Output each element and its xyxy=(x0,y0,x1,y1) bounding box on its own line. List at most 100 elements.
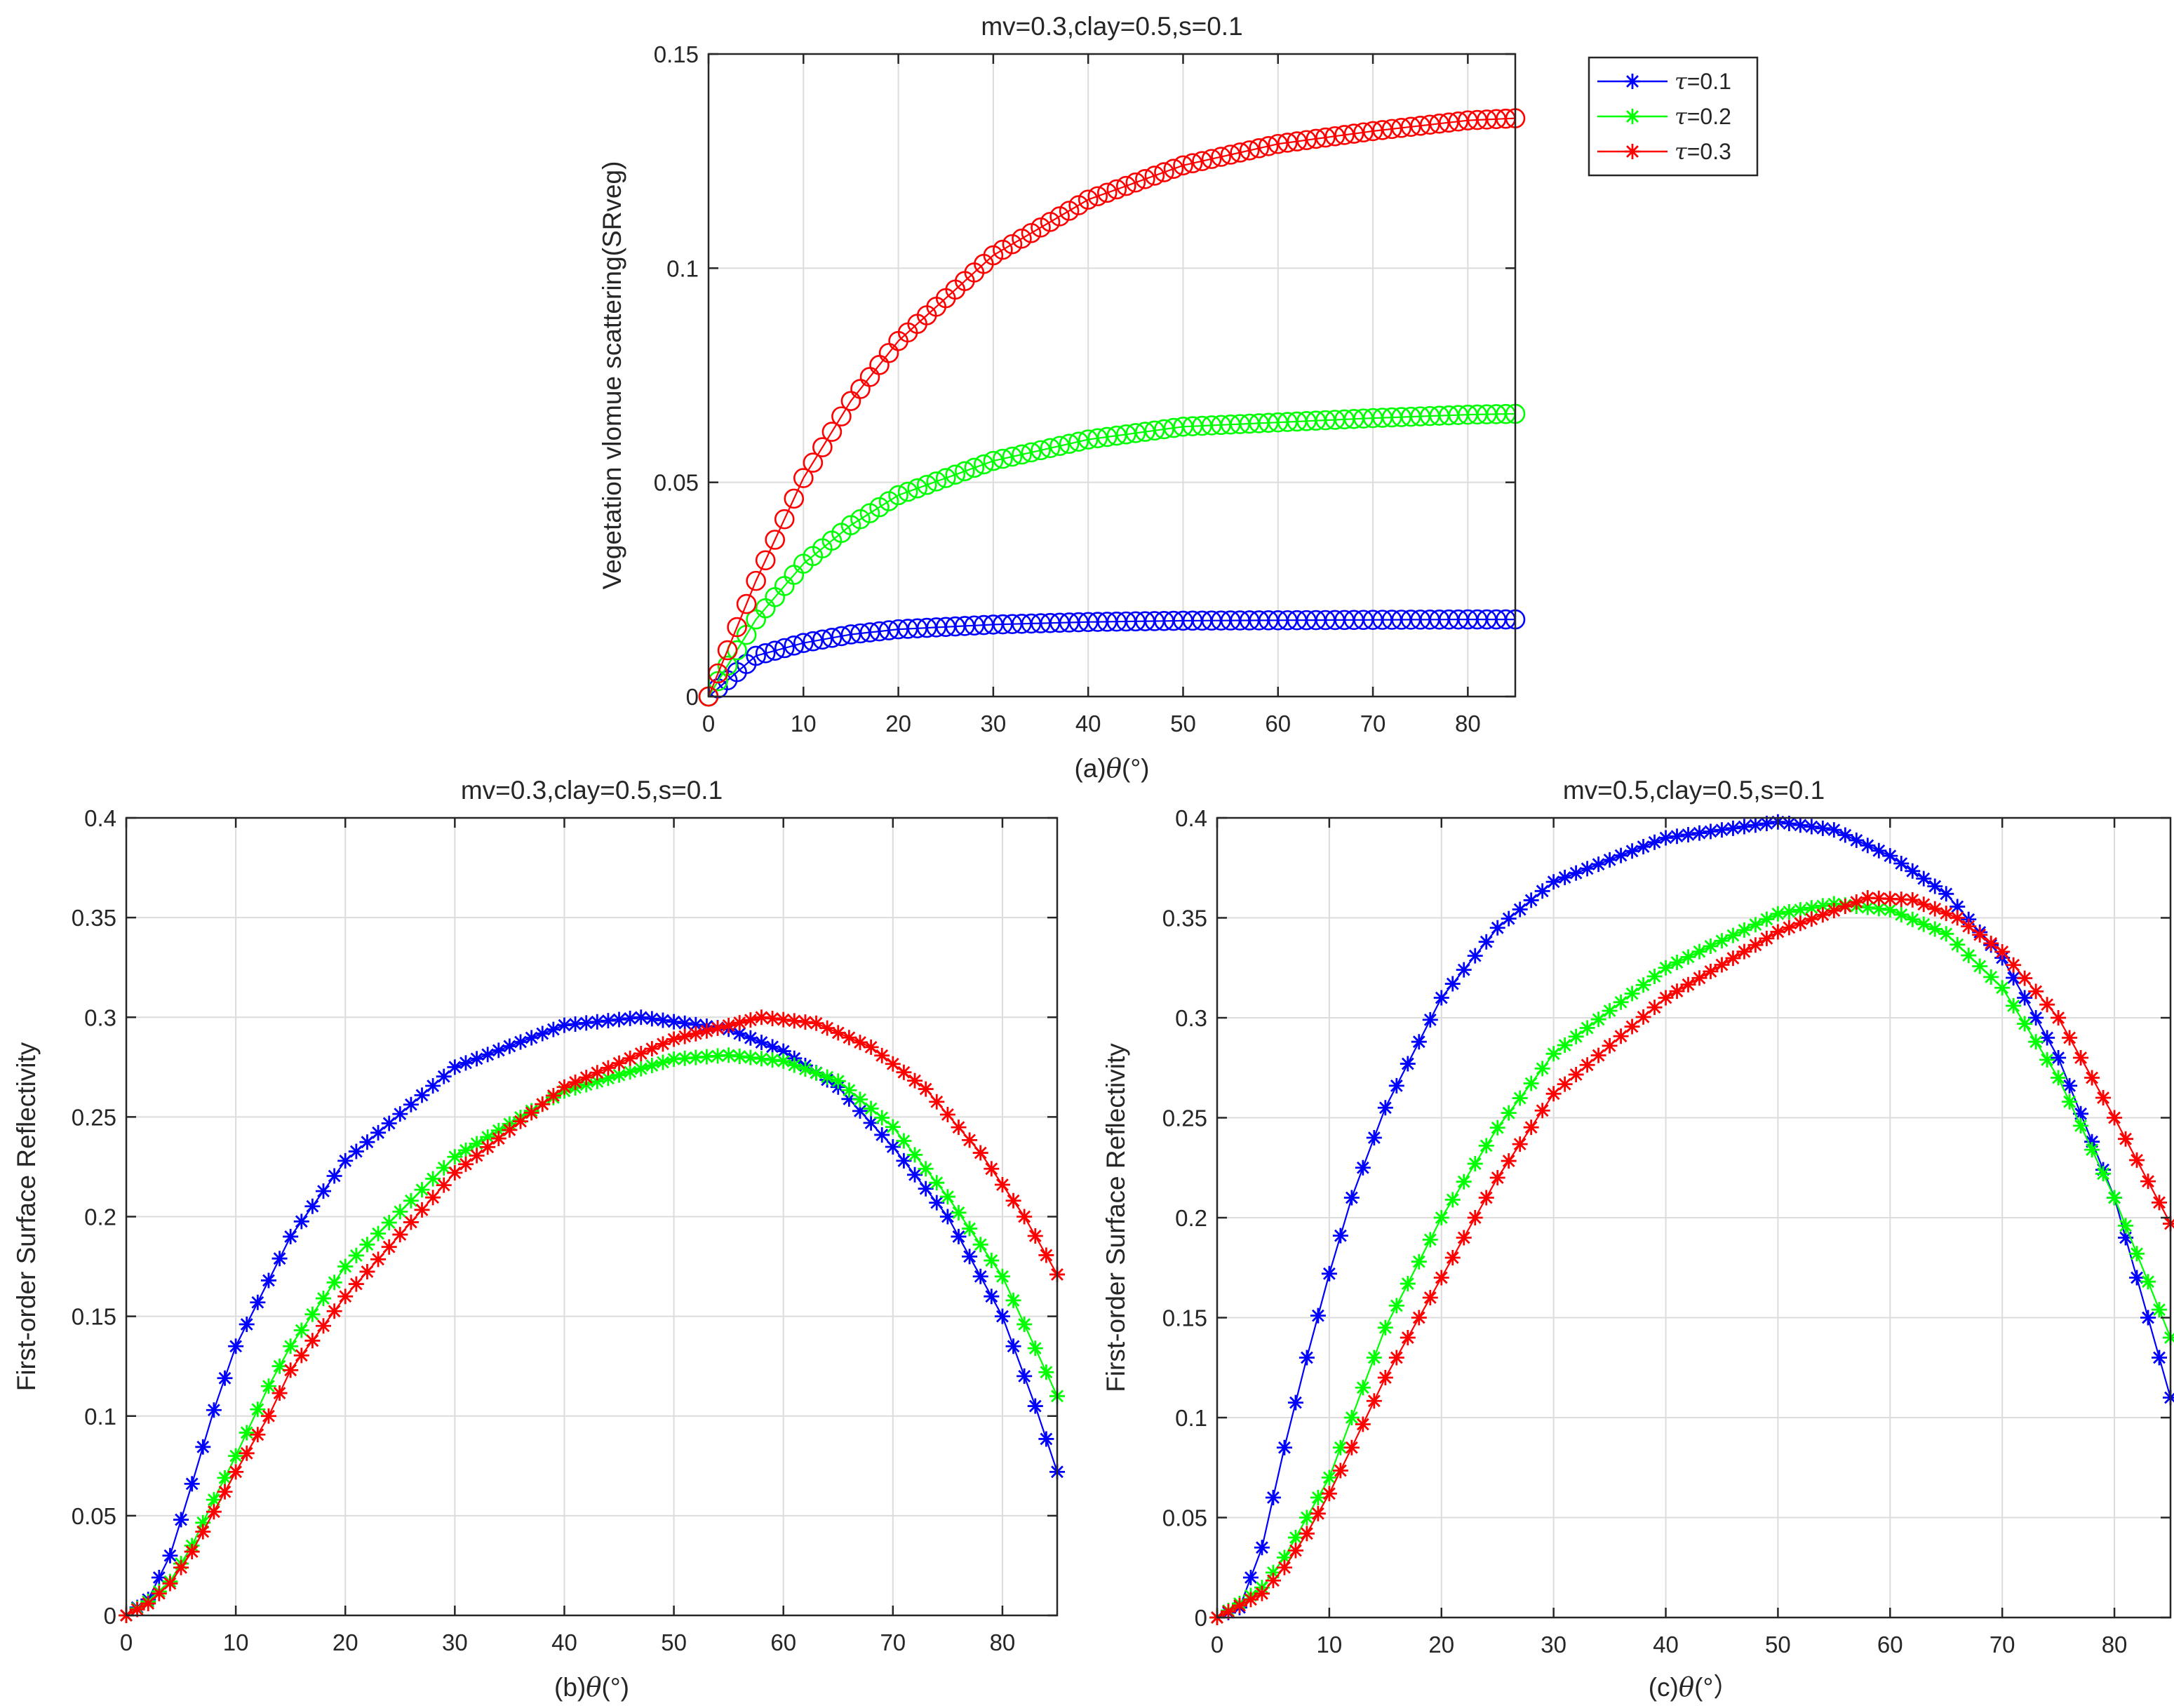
data-point xyxy=(1306,128,1327,149)
y-tick-label: 0.3 xyxy=(1175,1005,1207,1031)
data-point xyxy=(2118,1218,2134,1234)
data-point xyxy=(1714,822,1730,838)
x-axis-label-suffix: (°） xyxy=(1694,1673,1739,1702)
data-point xyxy=(447,1149,463,1165)
data-point xyxy=(1265,1564,1281,1580)
x-tick-label: 80 xyxy=(2102,1632,2128,1657)
data-point xyxy=(381,1239,397,1255)
data-point xyxy=(850,623,871,644)
x-tick-label: 10 xyxy=(223,1629,249,1655)
data-point xyxy=(2140,1174,2156,1190)
data-point xyxy=(1759,911,1775,927)
data-point xyxy=(392,1227,408,1243)
data-point xyxy=(869,621,890,642)
data-point xyxy=(1467,1156,1483,1172)
x-tick-label: 70 xyxy=(1360,711,1386,737)
data-point xyxy=(699,1023,715,1039)
data-point xyxy=(1905,911,1921,927)
data-point xyxy=(1624,843,1640,859)
data-point xyxy=(2039,1030,2055,1046)
data-point xyxy=(1276,1549,1292,1566)
data-point xyxy=(1579,1020,1595,1036)
data-point xyxy=(633,1061,649,1077)
data-point xyxy=(687,1026,704,1042)
data-point xyxy=(162,1575,178,1592)
data-point xyxy=(2006,997,2022,1014)
data-point xyxy=(1377,1100,1393,1116)
data-point xyxy=(425,1171,441,1187)
data-point xyxy=(184,1544,200,1560)
data-point xyxy=(774,509,795,530)
data-point xyxy=(217,1370,233,1386)
data-point xyxy=(1467,1210,1483,1225)
x-tick-label: 20 xyxy=(885,711,911,737)
data-point xyxy=(370,1251,387,1267)
data-point xyxy=(1343,1410,1360,1425)
data-point xyxy=(1355,1416,1371,1432)
data-point xyxy=(874,1127,890,1143)
data-point xyxy=(1938,886,1954,902)
data-point xyxy=(852,1035,868,1051)
data-point xyxy=(852,1091,868,1108)
data-point xyxy=(1242,1570,1259,1585)
data-point xyxy=(1096,182,1118,203)
data-point xyxy=(939,1209,955,1225)
y-tick-label: 0.4 xyxy=(1175,805,1207,831)
data-point xyxy=(1068,431,1089,452)
data-point xyxy=(326,1303,342,1319)
data-point xyxy=(1736,819,1752,835)
data-point xyxy=(1478,1138,1494,1154)
data-point xyxy=(1747,817,1764,833)
data-point xyxy=(250,1294,266,1310)
x-axis-label: (b)θ(°) xyxy=(554,1672,629,1702)
data-point xyxy=(173,1512,189,1528)
data-point xyxy=(786,1013,803,1029)
data-point xyxy=(622,1064,638,1080)
data-point xyxy=(271,1251,288,1267)
data-point xyxy=(239,1425,255,1441)
data-point xyxy=(907,1072,923,1089)
data-point xyxy=(1027,1340,1043,1357)
data-point xyxy=(918,1181,934,1197)
data-point xyxy=(1613,1028,1629,1044)
data-point xyxy=(1624,1018,1640,1035)
data-point xyxy=(1579,1057,1595,1073)
data-point xyxy=(1078,429,1099,450)
data-point xyxy=(1027,1228,1043,1244)
data-point xyxy=(1220,144,1241,165)
data-point xyxy=(935,468,956,488)
data-point xyxy=(1579,861,1595,877)
data-point xyxy=(545,1021,561,1037)
data-point xyxy=(1419,114,1440,135)
data-point xyxy=(1388,1077,1404,1094)
data-point xyxy=(337,1258,354,1275)
data-point xyxy=(1005,1338,1021,1354)
data-point xyxy=(556,1079,572,1095)
data-point xyxy=(753,1035,770,1051)
legend-entry: τ=0.3 xyxy=(1597,138,1731,165)
y-tick-label: 0.25 xyxy=(1162,1105,1207,1131)
data-point xyxy=(293,1322,309,1338)
data-point xyxy=(578,1015,594,1031)
data-point xyxy=(348,1247,364,1263)
data-point xyxy=(830,1073,846,1089)
data-point xyxy=(1882,848,1898,864)
data-point xyxy=(1893,892,1910,908)
data-point xyxy=(578,1070,594,1086)
data-point xyxy=(535,1096,551,1112)
data-point xyxy=(885,1056,901,1072)
data-point xyxy=(1258,135,1279,156)
data-point xyxy=(1848,894,1865,910)
data-point xyxy=(1489,1170,1505,1185)
legend-value: =0.1 xyxy=(1687,69,1731,94)
data-point xyxy=(1938,926,1954,942)
data-point xyxy=(1512,1090,1528,1106)
y-tick-label: 0.05 xyxy=(1162,1505,1207,1531)
y-axis-label: First-order Surface Reflectivity xyxy=(12,1042,41,1391)
data-point xyxy=(1972,927,1988,943)
data-point xyxy=(2017,990,2033,1006)
data-point xyxy=(1916,916,1932,932)
data-point xyxy=(644,1011,660,1027)
data-point xyxy=(819,1020,836,1036)
data-point xyxy=(1501,1105,1517,1121)
